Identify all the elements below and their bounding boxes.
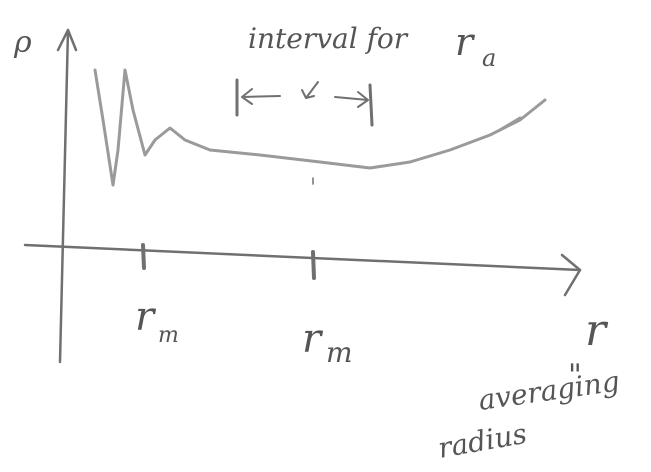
tick-symbol: r <box>135 294 157 340</box>
page: {"axes": {"y_label": "ρ", "x_label": "r"… <box>0 0 651 472</box>
x-axis <box>25 245 580 270</box>
curve-stroke <box>500 118 520 130</box>
y-axis <box>60 30 68 362</box>
interval-symbol: r <box>455 20 476 64</box>
interval-subscript: a <box>482 44 496 72</box>
interval-right-bar <box>370 85 372 125</box>
x-axis-arrow <box>562 255 580 295</box>
note-line: averaging <box>476 364 621 416</box>
tick-mark <box>313 252 314 278</box>
tick-mark <box>143 245 144 268</box>
density-curve <box>95 70 545 185</box>
x-axis-label: r <box>585 305 609 356</box>
interval-left-arrow <box>242 89 280 104</box>
note-line: radius <box>435 417 529 465</box>
interval-right-arrow <box>335 92 368 107</box>
tick-symbol: r <box>302 316 324 362</box>
interval-pointer <box>302 82 318 98</box>
tick-subscript: m <box>326 336 353 369</box>
y-axis-label: ρ <box>13 25 32 60</box>
sketch: ρ interval for r a r m r m r " averaging… <box>0 0 651 472</box>
tick-subscript: m <box>158 323 179 348</box>
interval-text: interval for <box>248 22 409 55</box>
